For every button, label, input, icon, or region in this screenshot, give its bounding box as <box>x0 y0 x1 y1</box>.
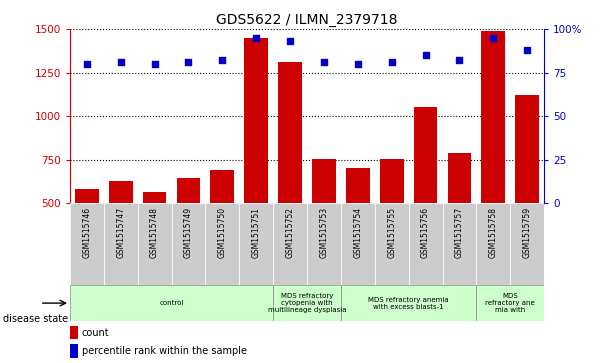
Bar <box>307 203 341 285</box>
Point <box>251 35 261 41</box>
Bar <box>171 203 206 285</box>
Text: GSM1515753: GSM1515753 <box>319 207 328 258</box>
Text: GSM1515751: GSM1515751 <box>252 207 261 258</box>
Bar <box>109 181 133 203</box>
Bar <box>413 107 437 203</box>
Bar <box>210 170 234 203</box>
Bar <box>75 189 98 203</box>
Text: GSM1515757: GSM1515757 <box>455 207 464 258</box>
Point <box>387 59 396 65</box>
Text: GSM1515758: GSM1515758 <box>489 207 498 258</box>
Bar <box>143 192 167 203</box>
Bar <box>70 326 78 339</box>
Point <box>82 61 92 67</box>
Text: MDS refractory
cytopenia with
multilineage dysplasia: MDS refractory cytopenia with multilinea… <box>268 293 347 313</box>
Bar <box>70 203 104 285</box>
Text: GSM1515750: GSM1515750 <box>218 207 227 258</box>
Bar <box>409 203 443 285</box>
Bar <box>375 203 409 285</box>
Point <box>353 61 363 67</box>
Bar <box>273 203 307 285</box>
Bar <box>206 203 240 285</box>
Bar <box>312 159 336 203</box>
Bar <box>70 344 78 358</box>
Bar <box>176 178 200 203</box>
Bar <box>70 285 273 321</box>
Text: GSM1515747: GSM1515747 <box>116 207 125 258</box>
Bar <box>273 285 341 321</box>
Text: control: control <box>159 300 184 306</box>
Point <box>421 52 430 58</box>
Title: GDS5622 / ILMN_2379718: GDS5622 / ILMN_2379718 <box>216 13 398 26</box>
Bar <box>482 31 505 203</box>
Text: GSM1515746: GSM1515746 <box>82 207 91 258</box>
Bar <box>244 38 268 203</box>
Text: GSM1515749: GSM1515749 <box>184 207 193 258</box>
Text: count: count <box>81 328 109 338</box>
Bar <box>104 203 137 285</box>
Bar <box>443 203 477 285</box>
Bar <box>477 203 510 285</box>
Bar <box>137 203 171 285</box>
Text: GSM1515759: GSM1515759 <box>523 207 532 258</box>
Text: MDS refractory anemia
with excess blasts-1: MDS refractory anemia with excess blasts… <box>368 297 449 310</box>
Text: GSM1515754: GSM1515754 <box>353 207 362 258</box>
Text: GSM1515755: GSM1515755 <box>387 207 396 258</box>
Point <box>184 59 193 65</box>
Bar <box>516 95 539 203</box>
Point <box>522 47 532 53</box>
Bar <box>278 62 302 203</box>
Point <box>218 57 227 63</box>
Bar <box>341 285 477 321</box>
Bar <box>341 203 375 285</box>
Bar <box>346 168 370 203</box>
Text: GSM1515748: GSM1515748 <box>150 207 159 258</box>
Text: GSM1515752: GSM1515752 <box>286 207 295 258</box>
Bar <box>477 285 544 321</box>
Text: GSM1515756: GSM1515756 <box>421 207 430 258</box>
Point <box>319 59 329 65</box>
Bar <box>380 159 404 203</box>
Point <box>116 59 126 65</box>
Point <box>455 57 465 63</box>
Point <box>150 61 159 67</box>
Point <box>285 38 295 44</box>
Bar <box>447 153 471 203</box>
Text: disease state: disease state <box>3 314 68 325</box>
Point <box>488 35 498 41</box>
Bar <box>240 203 273 285</box>
Bar <box>510 203 544 285</box>
Text: MDS
refractory ane
mia with: MDS refractory ane mia with <box>485 293 535 313</box>
Text: percentile rank within the sample: percentile rank within the sample <box>81 346 247 356</box>
